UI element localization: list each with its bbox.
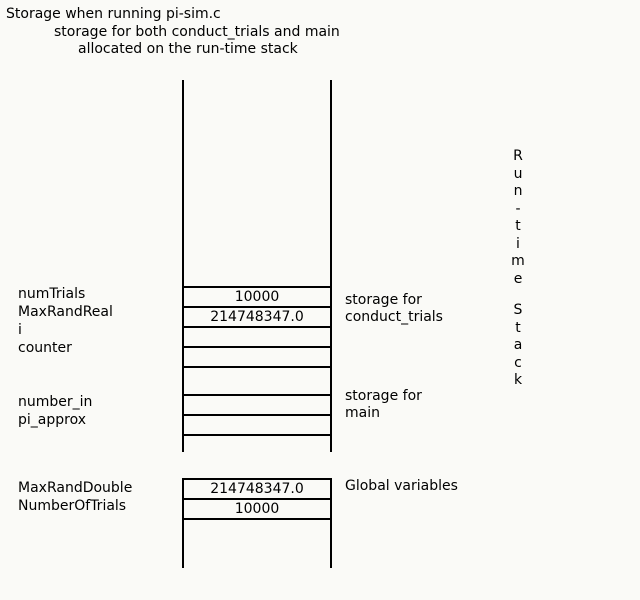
region-main: storage for main bbox=[345, 388, 495, 422]
label-number_in: number_in bbox=[18, 394, 178, 412]
label-numTrials: numTrials bbox=[18, 286, 178, 304]
title-line-3: allocated on the run-time stack bbox=[6, 41, 340, 59]
label-i: i bbox=[18, 322, 178, 340]
cell-number_in bbox=[182, 394, 332, 416]
cell-pi_approx bbox=[182, 414, 332, 436]
cell-numTrials: 10000 bbox=[182, 286, 332, 308]
runtime-stack-label: Run-timeStack bbox=[510, 148, 526, 390]
cell-MaxRandDouble: 214748347.0 bbox=[182, 478, 332, 500]
label-MaxRandDouble: MaxRandDouble bbox=[18, 480, 178, 498]
region-globals: Global variables bbox=[345, 478, 495, 495]
cell-counter bbox=[182, 346, 332, 368]
label-pi_approx: pi_approx bbox=[18, 412, 178, 430]
region-conduct-trials: storage for conduct_trials bbox=[345, 292, 495, 326]
cell-i bbox=[182, 326, 332, 348]
title-block: Storage when running pi-sim.c storage fo… bbox=[6, 6, 340, 59]
cell-NumberOfTrials: 10000 bbox=[182, 498, 332, 520]
title-line-1: Storage when running pi-sim.c bbox=[6, 6, 340, 24]
cell-MaxRandReal: 214748347.0 bbox=[182, 306, 332, 328]
label-MaxRandReal: MaxRandReal bbox=[18, 304, 178, 322]
label-counter: counter bbox=[18, 340, 178, 358]
title-line-2: storage for both conduct_trials and main bbox=[6, 24, 340, 42]
label-NumberOfTrials: NumberOfTrials bbox=[18, 498, 178, 516]
